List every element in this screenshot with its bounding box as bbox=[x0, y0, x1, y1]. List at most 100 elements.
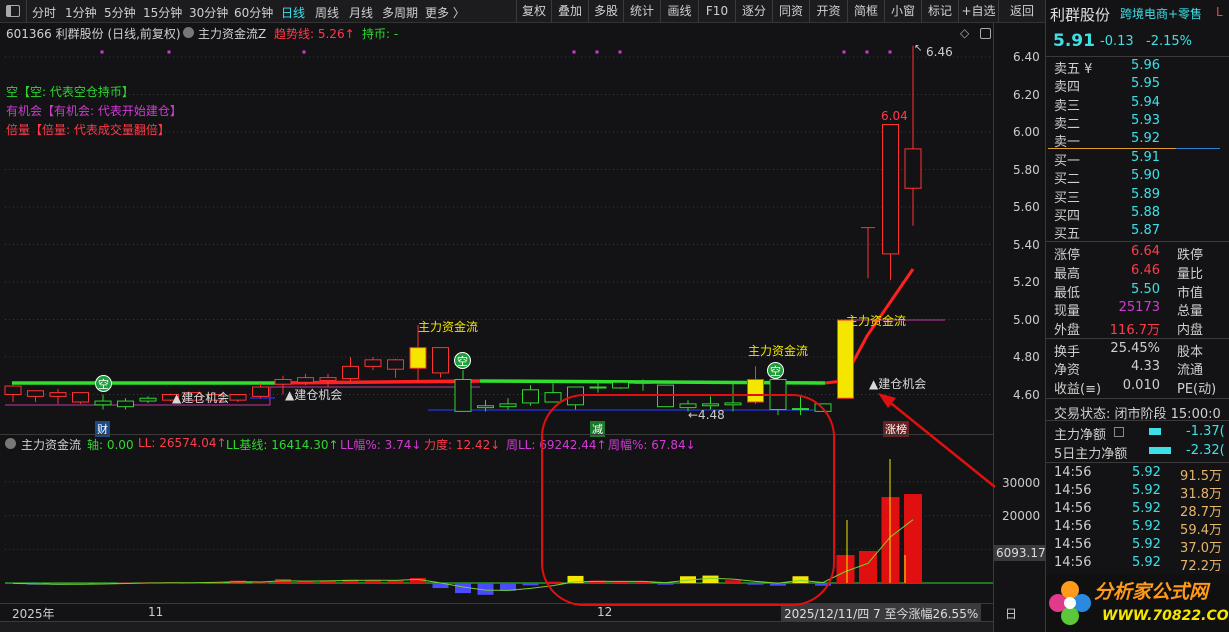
candle bbox=[499, 398, 517, 410]
simple-frame-button[interactable]: 简框 bbox=[847, 0, 884, 22]
divider bbox=[0, 603, 993, 604]
date-month-12: 12 bbox=[597, 605, 613, 619]
multi-stock-button[interactable]: 多股 bbox=[588, 0, 623, 22]
candle-body bbox=[72, 392, 89, 403]
signal-dot bbox=[842, 50, 846, 54]
tick-row: 14:56 5.92 91.5万 bbox=[1054, 465, 1229, 484]
candle-body bbox=[837, 319, 854, 399]
candle-body bbox=[27, 390, 44, 397]
f10-button[interactable]: F10 bbox=[698, 0, 735, 22]
period-tab-daily[interactable]: 日线 bbox=[281, 6, 306, 20]
detail-icon[interactable] bbox=[1114, 427, 1124, 437]
period-tab-1min[interactable]: 1分钟 bbox=[65, 6, 97, 20]
panel-toggle-icon[interactable] bbox=[980, 28, 991, 39]
ask-label: 卖三 bbox=[1054, 98, 1081, 114]
divider bbox=[1046, 420, 1229, 421]
ask-price: 5.95 bbox=[1131, 76, 1160, 92]
fund-flow-chart[interactable] bbox=[0, 455, 993, 600]
bid-row: 买五 5.87 bbox=[1054, 223, 1229, 242]
tick-time: 14:56 bbox=[1054, 555, 1092, 570]
stat-value: 0.010 bbox=[1122, 377, 1160, 393]
fund-flow-bar bbox=[792, 576, 809, 583]
week-ll-value: 周LL: 69242.44↑ bbox=[506, 438, 607, 452]
stat-row: 收益(≡) 0.010 PE(动) bbox=[1054, 377, 1229, 397]
ask-row: 卖四 5.95 bbox=[1054, 76, 1229, 96]
fund-flow-bar bbox=[95, 583, 111, 584]
candle bbox=[207, 394, 224, 402]
overlay-button[interactable]: 叠加 bbox=[551, 0, 588, 22]
ask-row: 卖一 5.92 bbox=[1054, 131, 1229, 150]
kline-chart[interactable] bbox=[0, 40, 993, 432]
period-tab-60min[interactable]: 60分钟 bbox=[234, 6, 274, 20]
bottom-indicator-tabs[interactable] bbox=[0, 621, 993, 632]
candle bbox=[94, 394, 112, 410]
period-tab-monthly[interactable]: 月线 bbox=[349, 6, 374, 20]
period-tab-more[interactable]: 更多 〉 bbox=[425, 6, 465, 20]
candle bbox=[477, 400, 494, 412]
candle-body bbox=[522, 389, 539, 404]
tick-volume: 59.4万 bbox=[1180, 523, 1222, 538]
price-axis-label: 5.80 bbox=[1013, 162, 1040, 177]
net-main-bar bbox=[1149, 428, 1161, 435]
bid-price: 5.87 bbox=[1131, 223, 1160, 239]
ask-label: 卖四 bbox=[1054, 80, 1081, 96]
tick-row: 14:56 5.92 72.2万 bbox=[1054, 555, 1229, 574]
date-year: 2025年 bbox=[12, 607, 55, 621]
low-price-label: ←4.48 bbox=[688, 408, 725, 422]
candle bbox=[319, 373, 337, 387]
price-axis-label: 5.60 bbox=[1013, 200, 1040, 214]
period-tab-15min[interactable]: 15分钟 bbox=[143, 6, 183, 20]
flower-logo-icon bbox=[1049, 581, 1091, 625]
price-axis-label: 6.20 bbox=[1013, 87, 1040, 102]
stat-value: 4.33 bbox=[1131, 359, 1160, 375]
candle bbox=[724, 381, 742, 412]
indicator-dropdown-icon[interactable] bbox=[183, 27, 194, 38]
ask-price: 5.93 bbox=[1131, 112, 1160, 128]
bid-label: 买四 bbox=[1054, 208, 1081, 224]
period-tab-weekly[interactable]: 周线 bbox=[315, 6, 340, 20]
add-watchlist-button[interactable]: +自选 bbox=[958, 0, 998, 22]
candle-body bbox=[94, 400, 112, 406]
period-tab-multi[interactable]: 多周期 bbox=[382, 6, 419, 20]
back-button[interactable]: 返回 bbox=[998, 0, 1045, 22]
stats-button[interactable]: 统计 bbox=[623, 0, 660, 22]
divider bbox=[1046, 241, 1229, 242]
candle bbox=[837, 319, 854, 399]
small-window-button[interactable]: 小窗 bbox=[884, 0, 921, 22]
candle bbox=[567, 386, 584, 410]
price-axis-label: 6.00 bbox=[1013, 125, 1040, 139]
last-price: 5.91 bbox=[1053, 31, 1095, 51]
candle bbox=[814, 403, 832, 412]
tick-row: 14:56 5.92 59.4万 bbox=[1054, 519, 1229, 538]
fund-flow-bar bbox=[455, 583, 471, 594]
kaizi-button[interactable]: 开资 bbox=[809, 0, 847, 22]
candle bbox=[4, 385, 22, 402]
stat-row: 最低 5.50 市值 bbox=[1054, 282, 1229, 301]
trend-line-red bbox=[824, 268, 915, 385]
candle bbox=[882, 124, 899, 281]
fund-flow-bar bbox=[702, 575, 719, 583]
candle bbox=[117, 398, 134, 410]
high-arrow-icon: ↖ bbox=[914, 43, 923, 54]
fund-flow-bar bbox=[387, 580, 404, 583]
by-minute-button[interactable]: 逐分 bbox=[735, 0, 772, 22]
tick-row: 14:56 5.92 28.7万 bbox=[1054, 501, 1229, 520]
fuquan-button[interactable]: 复权 bbox=[516, 0, 551, 22]
finance-tag[interactable]: 财 bbox=[95, 421, 110, 437]
stat-label: 市值 bbox=[1177, 285, 1204, 301]
draw-line-button[interactable]: 画线 bbox=[660, 0, 698, 22]
tick-volume: 31.8万 bbox=[1180, 487, 1222, 502]
sub-indicator-dropdown-icon[interactable] bbox=[5, 438, 16, 449]
tongzi-button[interactable]: 同资 bbox=[772, 0, 809, 22]
period-tab-5min[interactable]: 5分钟 bbox=[104, 6, 136, 20]
stat-label: 总量 bbox=[1177, 304, 1204, 320]
diamond-icon[interactable]: ◇ bbox=[960, 26, 970, 40]
mark-button[interactable]: 标记 bbox=[921, 0, 958, 22]
period-tab-fenshi[interactable]: 分时 bbox=[32, 6, 57, 20]
period-tab-30min[interactable]: 30分钟 bbox=[189, 6, 229, 20]
sector-tag[interactable]: 跨境电商+零售 bbox=[1120, 7, 1203, 21]
bid-label: 买二 bbox=[1054, 172, 1081, 188]
candle bbox=[861, 227, 875, 279]
sidebar-toggle-icon[interactable] bbox=[6, 5, 20, 17]
stat-value: 6.46 bbox=[1131, 262, 1160, 278]
